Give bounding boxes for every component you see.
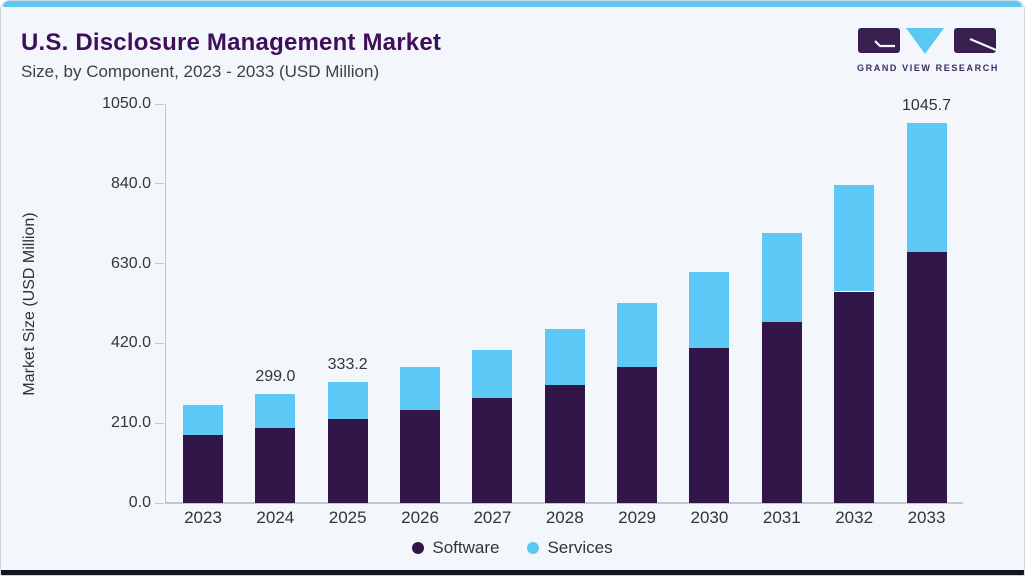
x-tick-label-2028: 2028 [545, 508, 584, 527]
x-tick-label-2029: 2029 [618, 508, 656, 527]
bar-segment-services-2026 [400, 366, 441, 410]
bar-segment-services-2024 [255, 394, 296, 428]
bar-segment-software-2026 [400, 409, 441, 503]
legend-swatch-services [527, 542, 540, 554]
header: U.S. Disclosure Management Market Size, … [21, 29, 441, 82]
y-tick-label: 0.0 [128, 494, 151, 511]
legend-swatch-software [412, 542, 425, 554]
bar-segment-services-2025 [327, 381, 368, 420]
bar-segment-software-2033 [906, 252, 947, 503]
legend: Software Services [1, 538, 1024, 558]
y-tick-mark [155, 342, 164, 344]
x-tick-label-2032: 2032 [835, 508, 874, 527]
legend-label: Software [432, 538, 500, 557]
y-tick-label: 420.0 [110, 334, 151, 352]
x-tick-label-2031: 2031 [762, 508, 801, 527]
gvr-logo-v-triangle [906, 28, 944, 54]
x-tick-label-2030: 2030 [690, 508, 729, 527]
bar-value-label-2025: 333.2 [327, 355, 368, 373]
y-tick-mark [155, 502, 164, 504]
bar-segment-software-2023 [183, 435, 223, 503]
legend-item-software: Software [412, 538, 499, 558]
legend-label: Services [547, 538, 613, 557]
y-tick-mark [155, 183, 164, 185]
bar-segment-services-2033 [906, 122, 947, 253]
bottom-accent-strip [1, 570, 1024, 575]
gvr-logo-icon [858, 28, 997, 54]
bar-segment-services-2032 [834, 185, 875, 292]
y-tick-label: 630.0 [110, 254, 151, 272]
x-axis-line [165, 502, 963, 504]
top-accent-strip [3, 1, 1022, 7]
bar-value-label-2033: 1045.7 [902, 96, 951, 114]
bar-segment-software-2031 [761, 322, 802, 503]
y-axis-line [165, 104, 166, 503]
brand-name: GRAND VIEW RESEARCH [857, 63, 999, 73]
bar-segment-services-2023 [183, 404, 223, 436]
bar-segment-software-2030 [689, 347, 730, 503]
bar-segment-services-2030 [689, 272, 730, 348]
bar-segment-services-2028 [544, 328, 585, 385]
bar-segment-software-2024 [255, 427, 296, 503]
bar-segment-software-2027 [472, 398, 513, 503]
bar-segment-software-2032 [834, 291, 875, 503]
y-tick-label: 1050.0 [102, 95, 151, 112]
legend-item-services: Services [527, 538, 613, 558]
y-tick-label: 840.0 [110, 174, 151, 192]
bar-segment-software-2029 [617, 367, 658, 503]
x-tick-label-2027: 2027 [473, 508, 512, 527]
bar-segment-services-2027 [472, 350, 513, 399]
y-tick-label: 210.0 [110, 414, 151, 432]
x-tick-label-2024: 2024 [256, 508, 295, 527]
y-tick-mark [155, 263, 164, 265]
x-tick-label-2026: 2026 [401, 508, 439, 527]
x-tick-label-2033: 2033 [907, 508, 946, 527]
x-tick-label-2025: 2025 [328, 508, 367, 527]
bar-value-label-2024: 299.0 [255, 368, 296, 386]
brand-logo: GRAND VIEW RESEARCH [854, 28, 1002, 73]
y-tick-mark [155, 422, 164, 424]
y-axis-title: Market Size (USD Million) [21, 212, 38, 396]
bar-segment-services-2031 [761, 232, 802, 323]
y-tick-mark [155, 103, 164, 105]
page-subtitle: Size, by Component, 2023 - 2033 (USD Mil… [21, 62, 380, 81]
page-title: U.S. Disclosure Management Market [21, 29, 442, 56]
bar-segment-software-2025 [327, 419, 368, 503]
bar-segment-services-2029 [617, 303, 658, 368]
bar-segment-software-2028 [544, 384, 585, 503]
x-tick-label-2023: 2023 [184, 508, 222, 527]
